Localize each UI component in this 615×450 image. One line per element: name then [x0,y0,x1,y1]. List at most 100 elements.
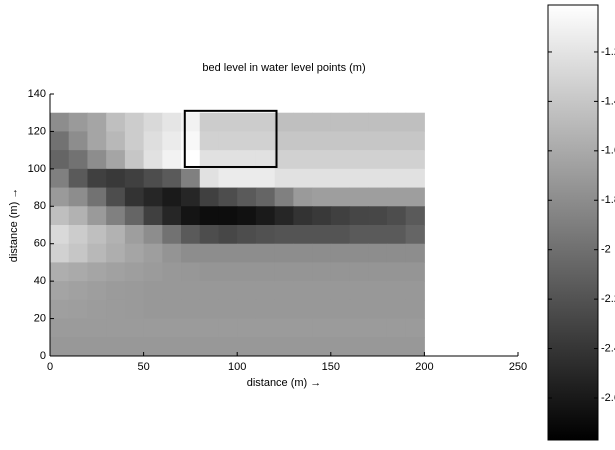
colorbar-tick-label: -2.6 [601,392,615,404]
heat-cell [349,112,369,132]
heat-cell [237,225,257,245]
heat-cell [293,225,313,245]
heat-cell [237,337,257,357]
heat-cell [330,206,351,226]
heat-cell [68,318,88,338]
heat-cell [106,262,126,282]
heat-cell [255,318,276,338]
heat-cell [218,150,238,170]
heat-cell [255,187,276,207]
heat-cell [68,168,88,189]
heat-cell [68,131,88,151]
heat-cell [181,131,201,151]
heat-cell [143,299,163,320]
heat-cell [50,168,70,189]
heat-cell [181,187,201,207]
heat-cell [68,150,88,170]
colorbar [547,4,599,441]
heat-cell [181,281,201,301]
heat-cell [106,299,126,320]
heat-cell [143,243,163,263]
heat-cell [124,299,145,320]
heat-cell [312,150,332,170]
heat-cell [199,299,219,320]
heat-cell [199,318,219,338]
heat-cell [293,187,313,207]
colorbar-tick-label: -1.4 [601,95,615,107]
heat-cell [293,168,313,189]
heat-cell [124,131,145,151]
heat-cell [162,243,182,263]
heat-cell [255,243,276,263]
heat-cell [330,337,351,357]
heat-cell [274,281,294,301]
heat-cell [106,281,126,301]
heat-cell [349,262,369,282]
heat-cell [274,262,294,282]
heat-cell [330,150,351,170]
heat-cell [368,131,388,151]
heat-cell [87,112,107,132]
heat-cell [199,131,219,151]
heat-cell [368,337,388,357]
heat-cell [87,318,107,338]
heat-cell [143,150,163,170]
heat-cell [143,262,163,282]
heat-cell [293,150,313,170]
heat-cell [349,168,369,189]
heat-cell [330,262,351,282]
x-tick-label: 0 [47,361,53,373]
heat-cell [274,243,294,263]
heat-cell [218,187,238,207]
heat-cell [162,281,182,301]
heat-cell [162,112,182,132]
heat-cell [312,187,332,207]
heat-cell [50,243,70,263]
heat-cell [50,337,70,357]
heat-cell [50,112,70,132]
heat-cell [218,206,238,226]
heat-cell [255,262,276,282]
heat-cell [106,150,126,170]
heat-cell [162,206,182,226]
heat-cell [199,262,219,282]
heat-cell [330,187,351,207]
heat-cell [349,281,369,301]
heat-cell [199,337,219,357]
heat-cell [312,299,332,320]
heat-cell [87,131,107,151]
heat-cell [50,318,70,338]
heat-cell [50,225,70,245]
heat-cell [218,337,238,357]
heat-cell [274,187,294,207]
heat-cell [330,112,351,132]
heat-cell [330,299,351,320]
heat-cell [181,243,201,263]
heat-cell [218,299,238,320]
heat-cell [181,262,201,282]
heat-cell [218,225,238,245]
heat-cell [181,337,201,357]
heat-cell [312,337,332,357]
heat-cell [237,318,257,338]
heat-cell [106,337,126,357]
heat-cell [349,318,369,338]
heat-cell [162,187,182,207]
heat-cell [218,281,238,301]
heat-cell [386,243,407,263]
heat-cell [274,112,294,132]
heat-cell [87,337,107,357]
heat-cell [349,299,369,320]
heat-cell [386,168,407,189]
heat-cell [87,187,107,207]
heat-cell [50,262,70,282]
heat-cell [349,243,369,263]
heat-cell [405,225,425,245]
y-tick-label: 80 [34,200,46,212]
heat-cell [312,318,332,338]
heat-cell [255,131,276,151]
heat-cell [218,131,238,151]
heat-cell [312,262,332,282]
heat-cell [405,150,425,170]
heat-cell [106,112,126,132]
